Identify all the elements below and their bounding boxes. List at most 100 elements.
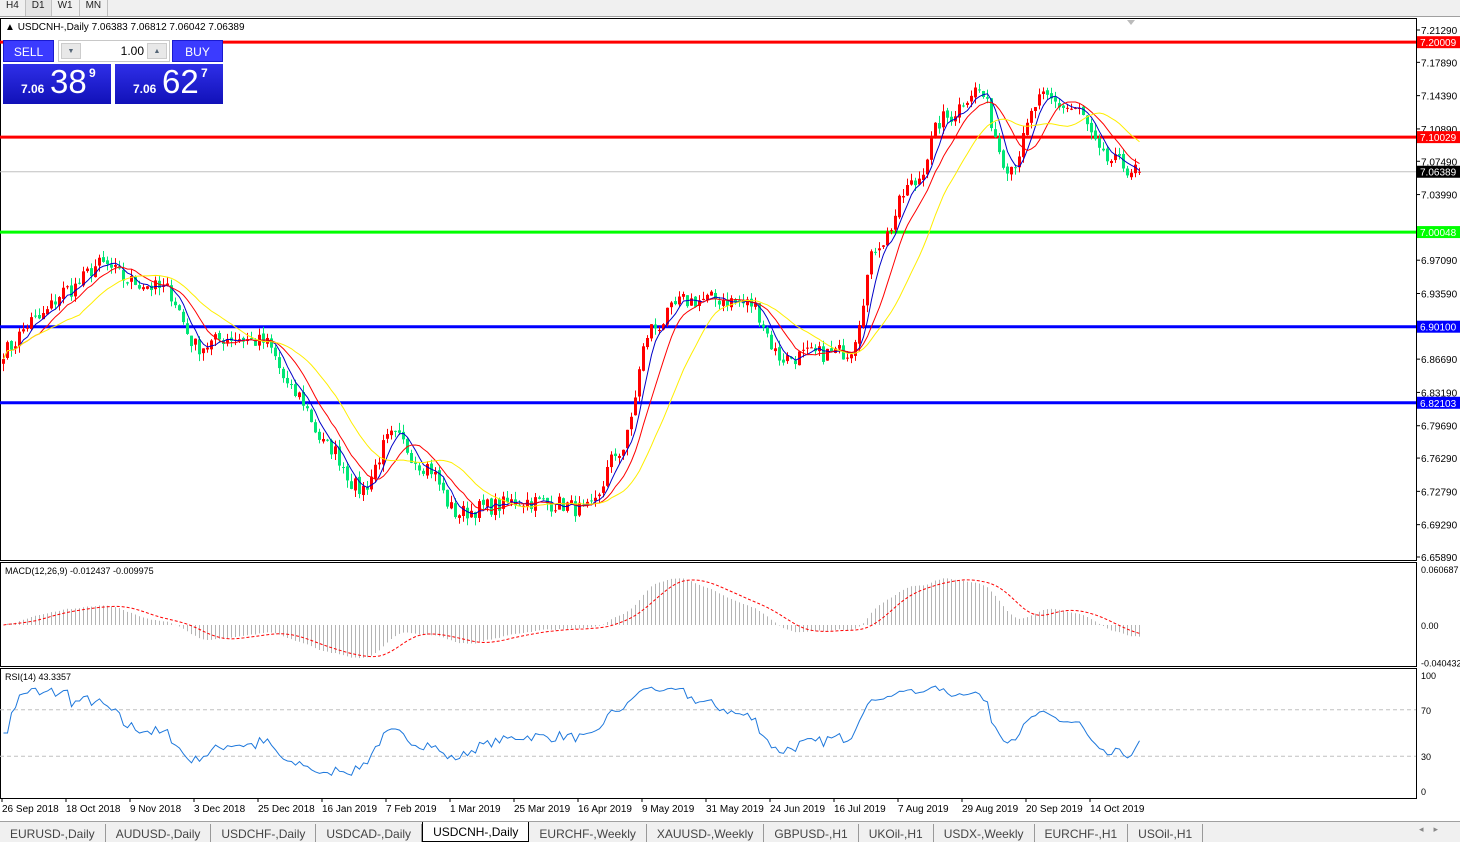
candle: [470, 503, 473, 518]
candle: [1126, 165, 1129, 178]
chart-tab[interactable]: USDCNH-,Daily: [422, 822, 530, 842]
increase-lot-icon[interactable]: ▲: [147, 43, 167, 59]
sell-price[interactable]: 7.06 38 9: [3, 63, 111, 104]
chart-tab[interactable]: GBPUSD-,H1: [764, 824, 859, 842]
chart-tab[interactable]: USDCAD-,Daily: [316, 824, 423, 842]
price-tick-label: 7.10890: [1421, 125, 1458, 136]
candle: [34, 309, 37, 319]
candle: [90, 263, 93, 283]
chart-tab[interactable]: USDCHF-,Daily: [211, 824, 317, 842]
candle-body: [854, 342, 857, 356]
candle: [462, 501, 465, 522]
candle: [614, 448, 617, 461]
tab-scroll-arrows[interactable]: ◂▸: [1418, 824, 1448, 834]
candle: [450, 495, 453, 510]
candle: [30, 312, 33, 331]
candle: [710, 290, 713, 296]
lot-size-value[interactable]: 1.00: [120, 44, 144, 58]
current-price-badge: [1417, 165, 1460, 178]
buy-price[interactable]: 7.06 62 7: [115, 63, 223, 104]
candle-body: [98, 257, 101, 266]
decrease-lot-icon[interactable]: ▼: [61, 43, 81, 59]
date-tick-label: 16 Jul 2019: [834, 804, 886, 815]
chart-tab[interactable]: AUDUSD-,Daily: [106, 824, 212, 842]
candle: [1038, 88, 1041, 110]
candle: [934, 122, 937, 139]
candle: [766, 326, 769, 338]
candle: [58, 296, 61, 311]
timeframe-d1[interactable]: D1: [25, 0, 52, 16]
timeframe-w1[interactable]: W1: [52, 0, 80, 16]
candle: [794, 356, 797, 370]
candle-body: [1134, 164, 1137, 174]
timeframe-h4[interactable]: H4: [0, 0, 26, 16]
chart-tab[interactable]: EURCHF-,H1: [1035, 824, 1129, 842]
candle-body: [938, 123, 941, 129]
candle: [1110, 159, 1113, 167]
candle-body: [758, 303, 761, 323]
candle: [718, 296, 721, 310]
date-tick-label: 9 May 2019: [642, 804, 695, 815]
candle-body: [330, 440, 333, 455]
candle-body: [570, 500, 573, 504]
candle: [18, 328, 21, 353]
candle-body: [710, 291, 713, 296]
candle-body: [778, 347, 781, 361]
candle-body: [250, 338, 253, 340]
candle-body: [410, 453, 413, 463]
candle: [522, 504, 525, 514]
candle-body: [882, 245, 885, 247]
candle: [186, 318, 189, 335]
candle-body: [918, 178, 921, 185]
candle-body: [754, 303, 757, 307]
candle: [654, 318, 657, 335]
candle-body: [146, 286, 149, 289]
candle-body: [850, 354, 853, 359]
chart-tab[interactable]: EURCHF-,Weekly: [529, 824, 647, 842]
candle: [206, 342, 209, 353]
candle-body: [286, 377, 289, 384]
macd-tick-label: 0.00: [1421, 621, 1439, 631]
candle-body: [574, 501, 577, 517]
chart-tab[interactable]: XAUUSD-,Weekly: [647, 824, 765, 842]
candle-body: [494, 499, 497, 516]
candle-body: [878, 248, 881, 251]
candle-body: [282, 368, 285, 379]
candle-body: [1090, 122, 1093, 133]
candle: [858, 320, 861, 351]
candle: [358, 471, 361, 499]
candle-body: [902, 196, 905, 198]
level-price-badge: [1417, 131, 1460, 144]
sell-button[interactable]: SELL: [3, 40, 54, 62]
candle-body: [502, 496, 505, 509]
candle: [350, 473, 353, 490]
candle-body: [1062, 105, 1065, 108]
candle-body: [290, 384, 293, 386]
candle-body: [1014, 167, 1017, 169]
candle: [458, 514, 461, 524]
candle-body: [414, 462, 417, 464]
candle-body: [774, 348, 777, 352]
candle: [134, 275, 137, 286]
lot-size-stepper[interactable]: ▼ 1.00 ▲: [58, 40, 170, 62]
chart-tab[interactable]: USOil-,H1: [1128, 824, 1204, 842]
candle-body: [210, 340, 213, 350]
candle-body: [782, 359, 785, 363]
chart-tab[interactable]: UKOil-,H1: [859, 824, 934, 842]
chart-canvas[interactable]: 7.21290 7.17890 7.14390 7.10890 7.07490 7.039…: [0, 17, 1460, 821]
candle: [354, 476, 357, 497]
candle-body: [946, 110, 949, 118]
chart-tab[interactable]: EURUSD-,Daily: [0, 824, 106, 842]
candle-body: [590, 500, 593, 502]
timeframe-mn[interactable]: MN: [80, 0, 109, 16]
candle-body: [966, 102, 969, 105]
buy-button[interactable]: BUY: [172, 40, 223, 62]
candle-body: [82, 271, 85, 286]
candle-body: [90, 268, 93, 277]
candle: [842, 338, 845, 360]
candle-body: [422, 470, 425, 474]
chart-tab[interactable]: USDX-,Weekly: [934, 824, 1035, 842]
candle: [242, 336, 245, 349]
macd-pane: [0, 562, 1417, 667]
candle-body: [898, 195, 901, 218]
